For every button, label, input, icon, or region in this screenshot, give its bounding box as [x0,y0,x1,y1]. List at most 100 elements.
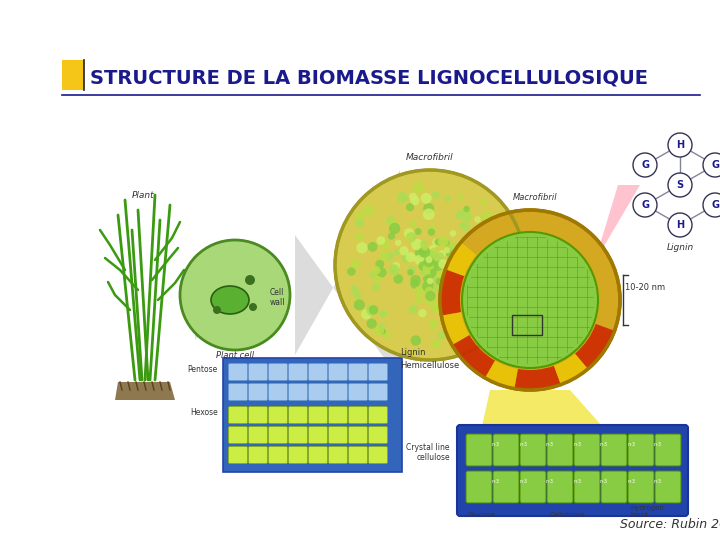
Circle shape [366,305,378,316]
Text: H: H [676,220,684,230]
Circle shape [388,220,397,229]
Circle shape [406,232,416,242]
FancyBboxPatch shape [269,407,287,423]
Circle shape [425,267,436,279]
Circle shape [482,322,492,333]
Circle shape [444,247,450,253]
Circle shape [413,182,424,193]
Text: Macrofibril: Macrofibril [406,153,454,162]
Circle shape [433,285,440,292]
Circle shape [438,259,448,269]
Circle shape [438,236,449,247]
Circle shape [392,262,400,269]
Circle shape [423,262,434,274]
Circle shape [397,192,408,203]
Circle shape [354,291,361,299]
Circle shape [423,276,429,282]
Circle shape [450,230,456,237]
Text: G: G [711,200,719,210]
Circle shape [432,191,440,199]
Text: n-3: n-3 [627,442,635,447]
Wedge shape [452,335,495,378]
Circle shape [464,206,469,212]
Text: 10-20 nm: 10-20 nm [625,283,665,292]
Circle shape [436,237,443,244]
Circle shape [180,240,290,350]
FancyBboxPatch shape [457,425,688,516]
Circle shape [436,252,444,261]
Circle shape [420,265,430,275]
Circle shape [471,290,480,298]
Circle shape [379,323,385,329]
Circle shape [423,203,434,214]
FancyBboxPatch shape [348,383,367,401]
FancyBboxPatch shape [348,447,367,463]
Circle shape [429,245,436,251]
Circle shape [423,260,435,271]
Text: n-3: n-3 [600,479,608,484]
Circle shape [703,193,720,217]
Text: Macrofibril: Macrofibril [513,193,557,202]
FancyBboxPatch shape [466,471,492,503]
Circle shape [369,271,377,278]
Circle shape [379,309,387,318]
Circle shape [426,265,434,272]
Circle shape [379,328,386,335]
FancyBboxPatch shape [269,363,287,381]
Circle shape [483,281,495,293]
Circle shape [703,153,720,177]
Text: Hydrogen
bond: Hydrogen bond [630,505,664,518]
Circle shape [436,271,443,278]
Text: n-3: n-3 [654,442,662,447]
Circle shape [444,319,455,329]
Circle shape [438,250,446,258]
Circle shape [433,260,441,268]
Circle shape [415,247,426,259]
FancyBboxPatch shape [328,363,348,381]
Circle shape [449,242,456,251]
Circle shape [408,269,414,276]
Text: Lignin: Lignin [667,243,693,252]
Circle shape [425,251,436,262]
Wedge shape [440,269,464,315]
Circle shape [415,296,423,303]
Circle shape [426,256,433,263]
Circle shape [388,264,399,275]
FancyBboxPatch shape [289,407,307,423]
Circle shape [668,173,692,197]
Circle shape [355,211,364,220]
Circle shape [432,238,441,247]
Text: STRUCTURE DE LA BIOMASSE LIGNOCELLULOSIQUE: STRUCTURE DE LA BIOMASSE LIGNOCELLULOSIQ… [90,69,648,87]
Circle shape [480,199,487,206]
Circle shape [464,238,472,246]
Circle shape [418,309,426,318]
FancyBboxPatch shape [269,383,287,401]
Circle shape [463,251,474,262]
Circle shape [401,254,410,263]
Circle shape [379,251,389,261]
Circle shape [450,242,456,248]
Circle shape [351,285,359,293]
Text: n-3: n-3 [519,442,527,447]
Circle shape [415,254,426,266]
Circle shape [458,194,464,200]
Text: n-3: n-3 [492,479,500,484]
Circle shape [432,339,441,348]
Text: n-3: n-3 [519,479,527,484]
Circle shape [421,244,428,251]
Circle shape [458,337,469,348]
Circle shape [445,247,454,257]
Circle shape [468,289,480,302]
Polygon shape [195,250,270,340]
Polygon shape [580,185,640,310]
Circle shape [369,305,378,315]
Circle shape [423,208,435,220]
Circle shape [425,295,436,306]
FancyBboxPatch shape [228,407,248,423]
Text: S: S [676,180,683,190]
Circle shape [451,315,460,324]
FancyBboxPatch shape [348,363,367,381]
Circle shape [425,264,435,274]
Circle shape [423,256,434,267]
Circle shape [355,232,364,241]
